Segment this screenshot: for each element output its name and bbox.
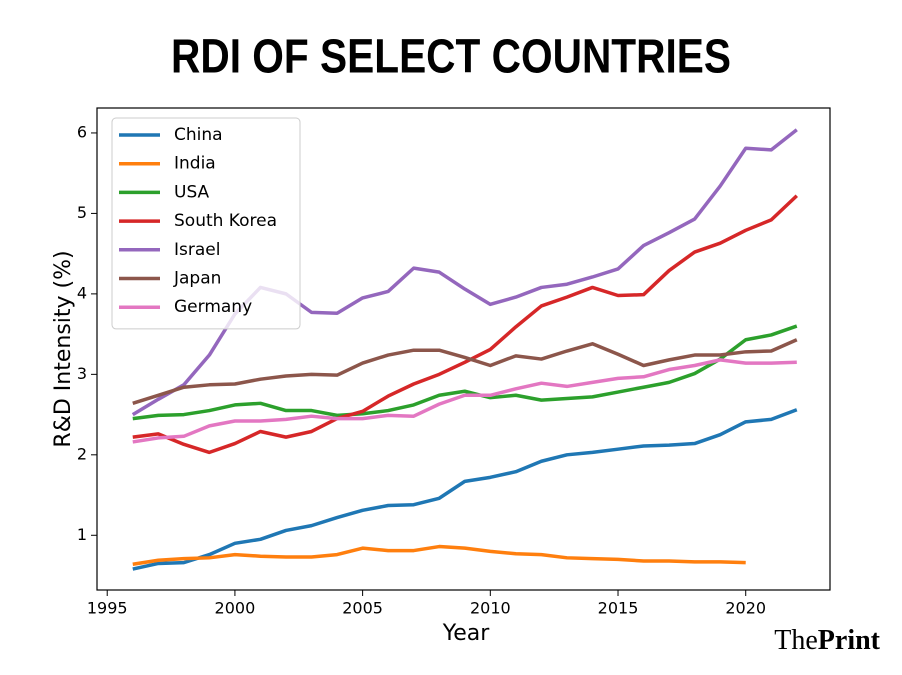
y-axis-label: R&D Intensity (%) <box>51 250 76 447</box>
y-tick-label: 6 <box>77 122 87 141</box>
x-tick-label: 1995 <box>87 599 128 618</box>
logo: ThePrint <box>774 625 880 656</box>
legend-label: South Korea <box>174 211 277 231</box>
series-line <box>132 358 797 444</box>
plot-frame <box>96 107 831 591</box>
y-tick-label: 3 <box>77 364 87 383</box>
legend-label: India <box>174 154 216 174</box>
x-tick-label: 2005 <box>342 599 383 618</box>
legend-label: China <box>174 125 223 145</box>
legend-box <box>111 117 301 330</box>
series-line <box>132 338 798 405</box>
y-tick-label: 4 <box>77 283 87 302</box>
x-tick-label: 2010 <box>470 599 511 618</box>
series-line <box>132 544 746 566</box>
series-line <box>132 324 798 421</box>
series-line <box>132 194 799 455</box>
x-axis-label: Year <box>442 621 491 646</box>
y-tick-label: 2 <box>77 444 87 463</box>
legend-label: Germany <box>174 297 252 317</box>
x-tick-label: 2015 <box>598 599 639 618</box>
y-tick-label: 5 <box>77 203 87 222</box>
series-line <box>132 408 798 571</box>
legend-label: Japan <box>173 269 221 289</box>
legend-label: USA <box>174 182 210 202</box>
x-tick-label: 2020 <box>725 599 766 618</box>
y-tick-label: 1 <box>77 525 87 544</box>
x-tick-label: 2000 <box>215 599 256 618</box>
logo-bold: Print <box>818 625 881 656</box>
logo-light: The <box>774 625 818 656</box>
legend-label: Israel <box>174 240 220 260</box>
chart-title: RDI OF SELECT COUNTRIES <box>171 31 731 84</box>
